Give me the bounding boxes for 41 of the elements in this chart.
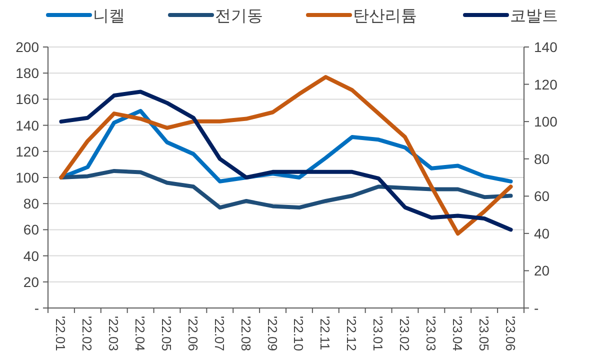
y-tick-label: 120 <box>16 143 40 160</box>
y-tick-label: 80 <box>23 196 40 212</box>
x-tick-label: '22.09 <box>264 316 280 352</box>
y2-tick-label: 120 <box>534 76 558 92</box>
y-tick-label: 140 <box>16 117 40 134</box>
y-tick-label: 200 <box>16 39 40 55</box>
x-tick-label: '22.05 <box>159 316 174 352</box>
x-tick-label: '23.06 <box>502 316 518 352</box>
y-tick-label: 180 <box>16 65 40 82</box>
legend-label: 니켈 <box>93 8 125 25</box>
x-tick-label: '23.04 <box>450 316 465 352</box>
y2-tick-label: 20 <box>534 262 550 279</box>
legend-label: 탄산리튬 <box>353 8 417 25</box>
y-tick-label: 40 <box>23 248 40 264</box>
y-tick-label: - <box>34 300 40 316</box>
y2-tick-label: 60 <box>534 188 550 204</box>
y2-tick-label: 100 <box>534 114 558 130</box>
y-tick-label: 160 <box>16 91 40 108</box>
x-tick-label: '22.10 <box>291 316 306 352</box>
y-tick-label: 100 <box>16 170 40 186</box>
y2-tick-label: - <box>534 300 539 316</box>
x-tick-label: '22.06 <box>185 316 200 352</box>
y-tick-label: 20 <box>23 274 40 290</box>
y-tick-label: 60 <box>23 222 40 238</box>
y2-tick-label: 140 <box>534 39 558 55</box>
x-tick-label: '23.02 <box>397 316 412 352</box>
y2-tick-label: 80 <box>534 150 550 167</box>
x-tick-label: '23.01 <box>370 316 386 352</box>
x-tick-label: '22.01 <box>53 316 68 352</box>
x-tick-label: '23.05 <box>476 316 492 352</box>
legend-label: 전기동 <box>215 8 263 25</box>
y2-tick-label: 40 <box>534 225 550 242</box>
x-tick-label: '22.04 <box>132 316 148 352</box>
x-tick-label: '22.02 <box>80 316 95 352</box>
x-tick-label: '23.03 <box>423 316 438 352</box>
x-tick-label: '22.08 <box>238 316 254 352</box>
x-tick-label: '22.07 <box>212 316 227 352</box>
x-tick-label: '22.11 <box>318 316 333 350</box>
legend-label: 코발트 <box>510 8 558 25</box>
x-tick-label: '22.12 <box>344 316 360 352</box>
x-tick-label: '22.03 <box>106 316 122 352</box>
